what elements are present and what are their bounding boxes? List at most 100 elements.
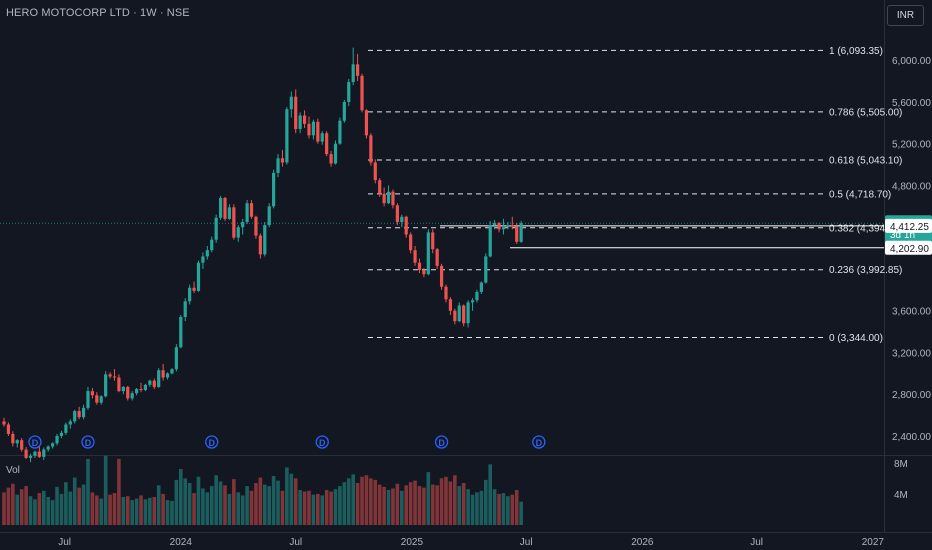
candle-body [143,384,148,391]
volume-bar [95,495,99,525]
dividend-marker-letter: D [85,438,92,448]
volume-bar [130,500,134,525]
candle-body [108,374,112,377]
candle-body [325,133,329,155]
candle-body [77,410,81,418]
level-badge[interactable] [885,218,932,233]
candle-body [263,225,267,255]
volume-bar [466,489,470,525]
dividend-marker-letter: D [319,438,326,448]
candle-body [73,410,77,422]
volume-bar [267,486,271,525]
volume-bar [271,476,276,525]
candle-body [431,232,435,250]
candle-body [241,221,245,228]
symbol-title[interactable]: HERO MOTOCORP LTD · 1W · NSE [6,7,190,19]
volume-bar [400,490,404,525]
dividend-marker-icon[interactable] [205,435,219,449]
volume-bar [448,481,453,525]
candle-body [395,205,399,222]
candle-body [95,395,99,403]
volume-bar [236,492,241,525]
volume-bar [408,482,413,525]
volume-bar [404,485,409,525]
level-value: 4,412.25 [890,222,929,233]
volume-bar [174,479,179,525]
dividend-marker-icon[interactable] [532,435,546,449]
candle-body [170,369,174,374]
candle-body [404,216,408,235]
fib-level-label: 0.618 (5,043.10) [829,156,902,167]
volume-bar [19,489,24,525]
price-axis-tick: 4,800.00 [892,181,931,192]
dividend-marker-icon[interactable] [315,435,329,449]
price-axis-tick: 2,400.00 [892,432,931,443]
level-badge[interactable] [885,240,932,255]
volume-bar [285,467,289,525]
currency-button[interactable]: INR [887,5,924,26]
candle-body [99,396,103,403]
volume-bar [430,484,435,525]
candle-body [183,301,187,317]
volume-bar [461,483,466,525]
candle-body [223,197,227,219]
candle-body [139,389,143,391]
volume-bar [81,484,86,525]
time-axis-tick: 2024 [170,537,193,548]
candle-body [267,206,271,226]
time-axis-tick: 2026 [631,537,654,548]
volume-bar [134,498,139,525]
candle-body [426,232,430,275]
volume-bar [205,492,210,525]
volume-bar [351,474,355,525]
volume-bar [329,491,333,525]
volume-bar [307,490,311,525]
volume-bar [192,493,196,525]
candle-body [51,443,55,447]
volume-bar [346,478,351,525]
volume-bar [152,497,157,525]
volume-bar [245,486,249,525]
volume-bar [298,490,302,525]
candle-body [126,386,130,399]
dividend-marker-icon[interactable] [434,435,449,449]
volume-bar [59,493,64,525]
volume-bar [2,492,6,525]
time-axis-tick: Jul [58,537,71,548]
volume-bar [232,479,236,525]
dividend-marker-icon[interactable] [81,435,95,449]
candle-body [484,256,488,283]
volume-bar [240,495,245,525]
candle-body [218,197,223,218]
volume-bar [156,485,161,525]
volume-bar [514,490,519,525]
volume-bar [165,500,170,525]
candle-body [466,302,470,324]
volume-bar [276,480,280,525]
candle-body [320,133,324,142]
dividend-marker-icon[interactable] [28,435,42,449]
fib-level-label: 0.786 (5,505.00) [829,107,902,118]
candle-body [378,180,382,194]
candle-body [329,154,333,164]
volume-bar [117,458,121,525]
time-axis-tick: 2027 [862,537,885,548]
volume-bar [470,494,475,525]
candle-body [210,239,214,251]
candle-body [356,64,360,76]
volume-bar [15,494,20,525]
candle-body [369,135,373,163]
candle-body [179,316,183,348]
candle-body [161,370,165,378]
volume-bar [342,482,347,525]
price-axis-tick: 3,200.00 [892,348,931,359]
dividend-marker-letter: D [536,438,543,448]
volume-bar [170,500,174,525]
candle-body [174,347,178,370]
volume-bar [223,485,227,525]
candle-body [302,115,307,124]
candle-body [307,123,311,136]
candle-body [272,172,276,207]
candle-body [90,391,94,396]
